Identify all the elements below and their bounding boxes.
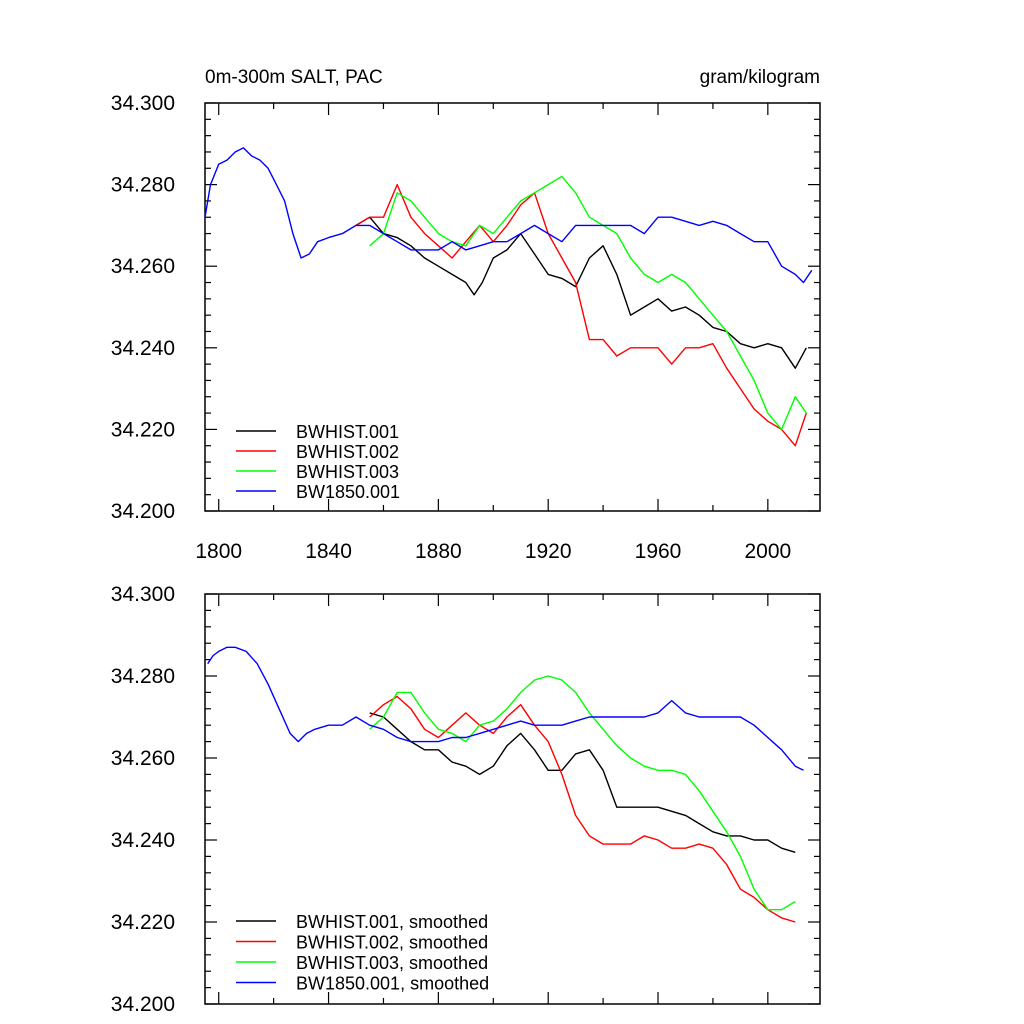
series-line-bwhist-003-smoothed <box>369 675 796 911</box>
top-panel: 0m-300m SALT, PAC gram/kilogram 34.20034… <box>111 67 821 563</box>
data-lines <box>204 147 813 447</box>
x-tick-label: 1840 <box>305 540 352 563</box>
units-label: gram/kilogram <box>700 67 820 88</box>
y-tick-label: 34.200 <box>111 500 175 523</box>
series-line-bwhist-001 <box>355 216 807 369</box>
y-tick-label: 34.200 <box>111 993 175 1016</box>
series-line-bw1850-001-smoothed <box>207 646 804 771</box>
y-tick-label: 34.240 <box>111 337 175 360</box>
bottom-panel: 34.200 34.220 34.240 34.260 34.280 34.300 BWH… <box>111 583 821 1016</box>
series-line-bwhist-003 <box>369 175 807 431</box>
series-line-bw1850-001 <box>204 147 813 284</box>
y-tick-label: 34.300 <box>111 92 175 115</box>
axis-ticks: 34.200 34.220 34.240 34.260 34.280 34.300 1800… <box>111 92 820 563</box>
x-tick-label: 2000 <box>744 540 791 563</box>
x-tick-label: 1880 <box>415 540 462 563</box>
axis-ticks: 34.200 34.220 34.240 34.260 34.280 34.300 <box>111 583 820 1016</box>
y-tick-label: 34.260 <box>111 747 175 770</box>
x-tick-label: 1800 <box>195 540 242 563</box>
legend-label: BW1850.001 <box>296 482 400 502</box>
plot-frame <box>204 593 821 1005</box>
legend-label: BWHIST.001, smoothed <box>296 912 488 932</box>
y-tick-label: 34.300 <box>111 583 175 606</box>
x-tick-label: 1920 <box>525 540 572 563</box>
legend-label: BWHIST.003 <box>296 462 399 482</box>
series-line-bwhist-001-smoothed <box>369 712 796 853</box>
y-tick-label: 34.240 <box>111 829 175 852</box>
plot-frame <box>204 102 821 512</box>
x-tick-label: 1960 <box>635 540 682 563</box>
chart-title: 0m-300m SALT, PAC <box>205 67 383 88</box>
legend-label: BWHIST.003, smoothed <box>296 953 488 973</box>
y-tick-label: 34.220 <box>111 418 175 441</box>
y-tick-label: 34.260 <box>111 255 175 278</box>
y-tick-label: 34.220 <box>111 911 175 934</box>
y-tick-label: 34.280 <box>111 174 175 197</box>
legend-label: BWHIST.002, smoothed <box>296 933 488 953</box>
legend-label: BW1850.001, smoothed <box>296 974 489 994</box>
series-line-bwhist-002 <box>355 183 807 447</box>
legend-label: BWHIST.002 <box>296 442 399 462</box>
y-tick-label: 34.280 <box>111 665 175 688</box>
legend-label: BWHIST.001 <box>296 422 399 442</box>
data-lines <box>207 646 804 923</box>
series-line-bwhist-002-smoothed <box>369 695 796 923</box>
